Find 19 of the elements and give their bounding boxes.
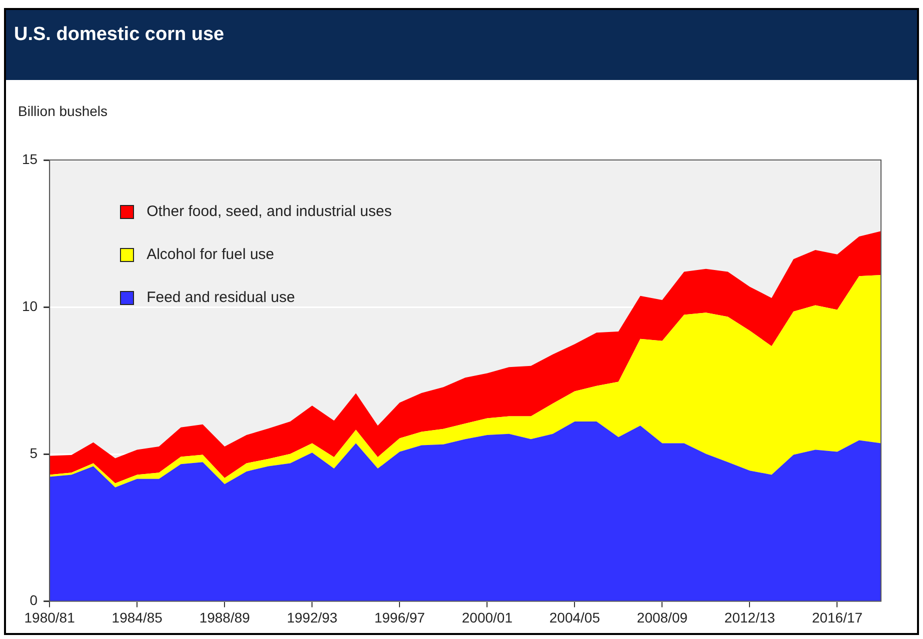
x-tick-label: 1988/89 (199, 609, 250, 626)
y-axis-title: Billion bushels (18, 103, 108, 119)
x-tick-label: 2008/09 (636, 609, 688, 626)
y-tick-label: 5 (30, 444, 38, 461)
x-tick-label: 1984/85 (112, 609, 163, 626)
chart-title: U.S. domestic corn use (6, 10, 917, 80)
x-tick-label: 1980/81 (24, 609, 76, 626)
x-tick-label: 1992/93 (286, 609, 338, 626)
x-tick-label: 2004/05 (549, 609, 600, 626)
legend-label: Alcohol for fuel use (146, 246, 274, 263)
x-tick-label: 2012/13 (724, 609, 776, 626)
legend-label: Other food, seed, and industrial uses (146, 203, 392, 220)
x-tick-label: 2000/01 (462, 609, 513, 626)
y-tick-label: 0 (30, 592, 38, 608)
y-tick-label: 10 (22, 298, 38, 314)
legend-label: Feed and residual use (146, 289, 295, 306)
x-tick-label: 2016/17 (812, 609, 863, 626)
x-tick-label: 1996/97 (374, 609, 426, 626)
y-tick-label: 15 (22, 150, 38, 167)
